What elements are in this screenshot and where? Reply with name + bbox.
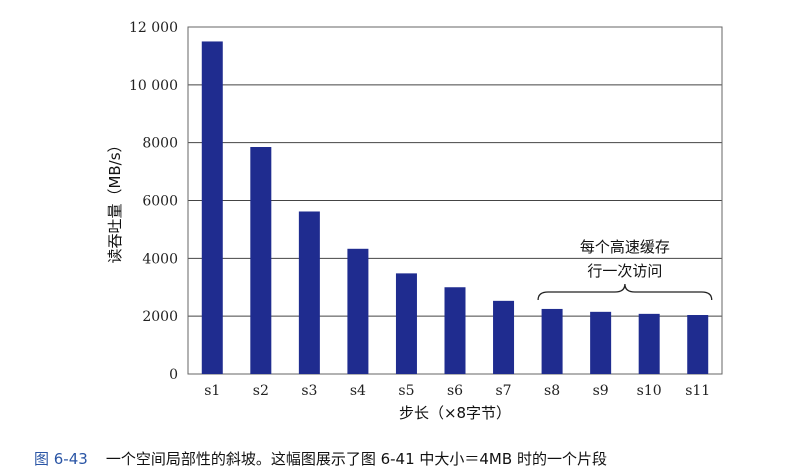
y-tick-label: 2000 xyxy=(142,309,178,325)
bar-chart: 0 2000 4000 6000 8000 10 000 12 000 s1 s2 s3 s4 s5… xyxy=(106,20,723,422)
figure-caption: 图 6-43 一个空间局部性的斜坡。这幅图展示了图 6-41 中大小＝4MB 时的… xyxy=(34,448,784,469)
y-tick-label: 10 000 xyxy=(129,78,178,94)
y-axis-title: 读吞吐量（MB/s） xyxy=(106,137,124,263)
bar-s3 xyxy=(298,211,320,374)
bar-s6 xyxy=(444,287,466,374)
bar-s9 xyxy=(590,311,612,374)
x-tick-label: s6 xyxy=(447,383,463,399)
bar-s4 xyxy=(347,248,369,374)
bar-s10 xyxy=(638,313,660,374)
bar-s5 xyxy=(395,273,417,374)
annotation-brace xyxy=(537,283,713,301)
y-tick-label: 12 000 xyxy=(129,20,178,36)
x-tick-label: s4 xyxy=(350,383,366,399)
y-tick-label: 4000 xyxy=(142,251,178,267)
x-tick-label: s2 xyxy=(253,383,269,399)
bar-s7 xyxy=(493,300,515,374)
bar-s1 xyxy=(201,41,223,374)
x-tick-label: s7 xyxy=(495,383,511,399)
x-tick-label: s8 xyxy=(544,383,560,399)
x-axis-title: 步长（×8字节） xyxy=(399,404,511,422)
y-tick-label: 6000 xyxy=(142,194,178,210)
x-tick-label: s9 xyxy=(593,383,609,399)
bar-s2 xyxy=(250,147,272,374)
y-tick-label: 8000 xyxy=(142,136,178,152)
x-tick-label: s3 xyxy=(301,383,317,399)
y-tick-labels: 0 2000 4000 6000 8000 10 000 12 000 xyxy=(129,20,178,383)
x-tick-label: s5 xyxy=(398,383,414,399)
bar-s8 xyxy=(541,308,563,374)
caption-text: 一个空间局部性的斜坡。这幅图展示了图 6-41 中大小＝4MB 时的一个片段 xyxy=(105,450,607,468)
x-tick-labels: s1 s2 s3 s4 s5 s6 s7 s8 s9 s10 s11 xyxy=(204,383,710,399)
annotation-line-2: 行一次访问 xyxy=(587,262,662,280)
x-tick-label: s11 xyxy=(685,383,710,399)
annotation-group: 每个高速缓存 行一次访问 xyxy=(537,238,713,301)
bar-s11 xyxy=(687,315,709,374)
annotation-line-1: 每个高速缓存 xyxy=(580,238,670,256)
x-tick-label: s10 xyxy=(637,383,662,399)
figure-number: 图 6-43 xyxy=(34,450,88,468)
x-tick-label: s1 xyxy=(204,383,220,399)
bars-group xyxy=(201,41,709,374)
y-tick-label: 0 xyxy=(169,367,178,383)
